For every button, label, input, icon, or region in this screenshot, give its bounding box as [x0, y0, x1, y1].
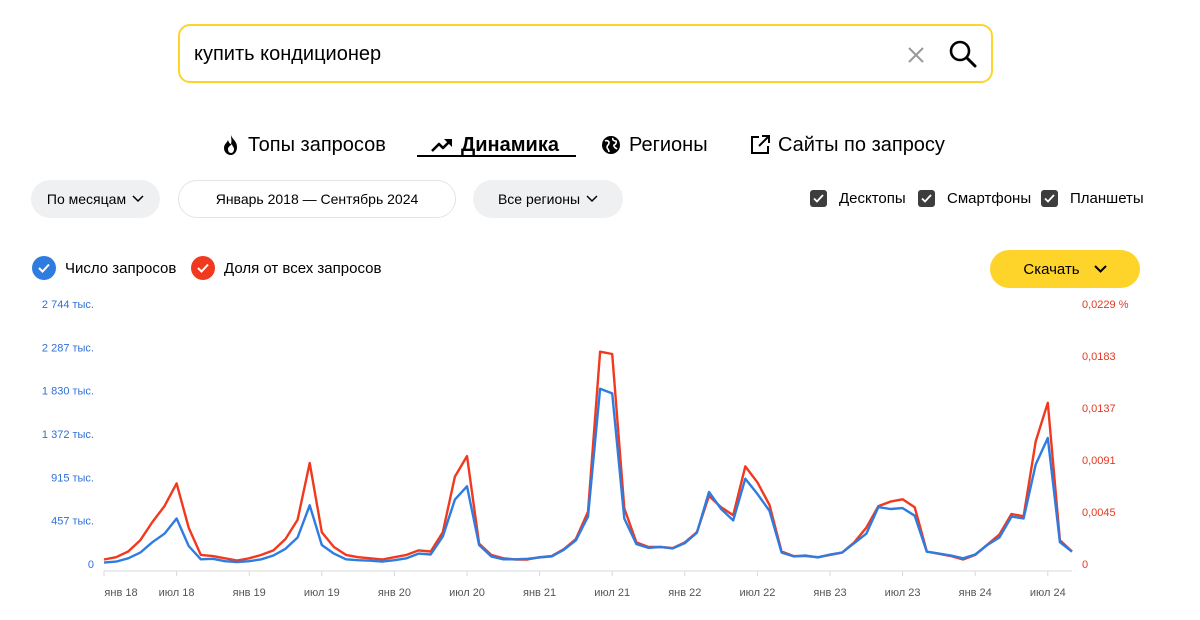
dynamics-chart: 0 457 тыс. 915 тыс. 1 372 тыс. 1 830 тыс. 2 2…	[42, 299, 1129, 599]
x-tick-label: янв 18	[104, 587, 137, 599]
tab-top-queries[interactable]: Топы запросов	[222, 130, 386, 160]
y-axis-right: 0 0,0045 0,0091 0,0137 0,0183 0,0229 %	[1082, 299, 1129, 571]
tabs: Топы запросов Динамика Регионы Сайты по …	[0, 124, 1200, 164]
checkbox-label: Смартфоны	[947, 190, 1032, 207]
x-tick-label: июл 23	[885, 587, 921, 599]
search-input[interactable]: купить кондиционер	[194, 43, 382, 65]
x-tick-label: июл 24	[1030, 587, 1066, 599]
tab-label: Топы запросов	[248, 133, 386, 156]
legend-share-label: Доля от всех запросов	[224, 259, 382, 277]
series-lines	[103, 350, 1073, 564]
tab-label: Сайты по запросу	[778, 133, 945, 156]
series-share-line	[103, 350, 1073, 562]
x-tick-label: янв 21	[523, 587, 556, 599]
y-left-tick-label: 457 тыс.	[51, 516, 94, 528]
legend-count-toggle[interactable]: Число запросов	[32, 256, 176, 280]
y-left-tick-label: 2 287 тыс.	[42, 342, 94, 354]
tab-regions[interactable]: Регионы	[601, 130, 708, 160]
y-left-tick-label: 1 830 тыс.	[42, 386, 94, 398]
legend-count-check[interactable]	[32, 256, 56, 280]
check-icon	[813, 194, 824, 203]
y-right-tick-label: 0,0229 %	[1082, 299, 1129, 311]
active-tab-underline	[417, 155, 576, 157]
x-tick-label: янв 20	[378, 587, 411, 599]
chevron-down-icon	[586, 195, 598, 203]
tab-label: Динамика	[461, 133, 559, 156]
x-tick-label: июл 18	[159, 587, 195, 599]
x-tick-label: июл 22	[739, 587, 775, 599]
trend-up-icon	[431, 139, 452, 152]
x-tick-label: июл 19	[304, 587, 340, 599]
clear-icon[interactable]	[906, 45, 926, 65]
checkbox-label: Десктопы	[839, 190, 906, 207]
download-button-label: Скачать	[1023, 260, 1080, 278]
check-icon	[1044, 194, 1055, 203]
x-tick-label: янв 24	[959, 587, 992, 599]
external-link-icon	[751, 135, 770, 154]
x-tick-label: янв 23	[813, 587, 846, 599]
tab-dynamics[interactable]: Динамика	[431, 130, 559, 160]
chevron-down-icon	[1093, 265, 1107, 273]
regions-select[interactable]: Все регионы	[473, 180, 623, 218]
y-left-tick-label: 1 372 тыс.	[42, 429, 94, 441]
legend-share-toggle[interactable]: Доля от всех запросов	[191, 256, 381, 280]
period-select-label: По месяцам	[46, 191, 127, 207]
y-right-tick-label: 0,0045	[1082, 507, 1116, 519]
date-range-label: Январь 2018 — Сентябрь 2024	[215, 191, 419, 207]
check-icon	[38, 263, 50, 273]
check-icon	[197, 263, 209, 273]
series-count-line	[103, 387, 1073, 564]
check-icon	[921, 194, 932, 203]
y-left-tick-label: 0	[88, 559, 94, 571]
y-right-tick-label: 0,0183	[1082, 351, 1116, 363]
regions-select-label: Все регионы	[497, 191, 581, 207]
period-select[interactable]: По месяцам	[31, 180, 160, 218]
x-tick-label: июл 21	[594, 587, 630, 599]
chevron-down-icon	[132, 195, 144, 203]
search-box[interactable]: купить кондиционер	[178, 24, 993, 83]
download-button[interactable]: Скачать	[990, 250, 1140, 288]
checkbox-label: Планшеты	[1070, 190, 1144, 207]
x-tick-label: янв 19	[233, 587, 266, 599]
globe-icon	[602, 136, 620, 154]
y-right-tick-label: 0,0137	[1082, 403, 1116, 415]
flame-icon	[224, 135, 237, 155]
checkbox-box[interactable]	[918, 190, 935, 207]
x-tick-label: июл 20	[449, 587, 485, 599]
date-range-picker[interactable]: Январь 2018 — Сентябрь 2024	[178, 180, 456, 218]
tab-label: Регионы	[629, 133, 708, 156]
checkbox-box[interactable]	[1041, 190, 1058, 207]
y-axis-left: 0 457 тыс. 915 тыс. 1 372 тыс. 1 830 тыс. 2 2…	[42, 299, 94, 571]
tab-sites[interactable]: Сайты по запросу	[750, 130, 945, 160]
checkbox-smartphones[interactable]: Смартфоны	[918, 190, 1031, 207]
search-icon[interactable]	[948, 39, 978, 69]
y-right-tick-label: 0,0091	[1082, 455, 1116, 467]
y-left-tick-label: 915 тыс.	[51, 472, 94, 484]
x-tick-label: янв 22	[668, 587, 701, 599]
x-axis: янв 18 июл 18 янв 19 июл 19 янв 20 июл 20 янв …	[103, 571, 1066, 599]
checkbox-desktops[interactable]: Десктопы	[810, 190, 906, 207]
checkbox-tablets[interactable]: Планшеты	[1041, 190, 1144, 207]
checkbox-box[interactable]	[810, 190, 827, 207]
legend-count-label: Число запросов	[65, 259, 177, 277]
y-right-tick-label: 0	[1082, 559, 1088, 571]
y-left-tick-label: 2 744 тыс.	[42, 299, 94, 311]
legend-share-check[interactable]	[191, 256, 215, 280]
